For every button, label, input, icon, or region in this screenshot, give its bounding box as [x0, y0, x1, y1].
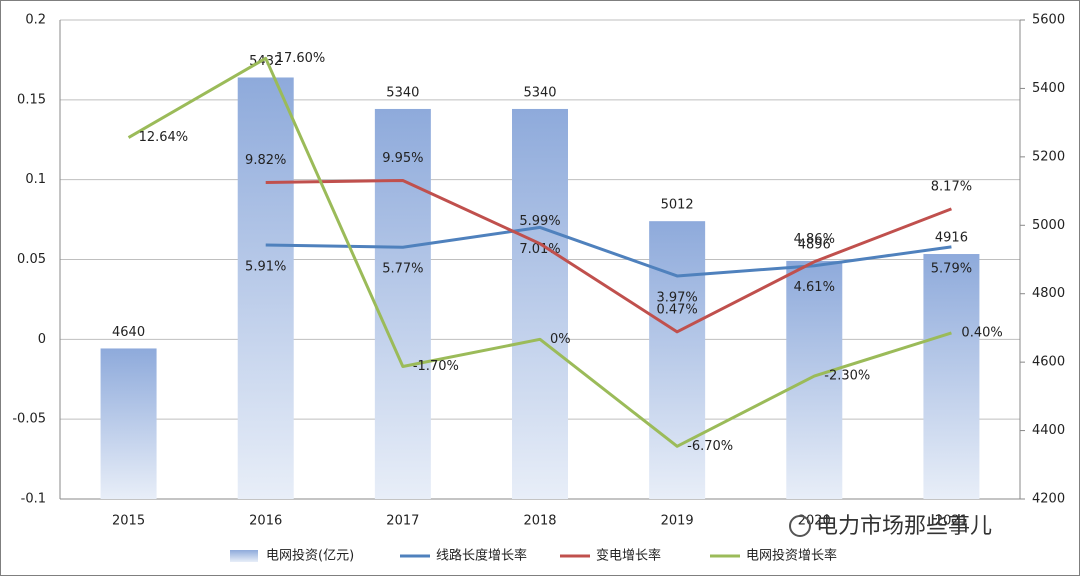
line — [265, 225, 952, 278]
value-label: 0.47% — [656, 302, 697, 317]
line — [127, 56, 952, 448]
value-label: 4640 — [112, 325, 145, 340]
value-label: 17.60% — [276, 51, 326, 66]
y-tick-label: -0.1 — [21, 492, 46, 507]
value-label: -2.30% — [824, 369, 870, 384]
y-tick-label: -0.05 — [12, 412, 46, 427]
bar — [786, 260, 843, 499]
legend-label: 变电增长率 — [596, 548, 661, 564]
y2-tick-label: 5400 — [1032, 81, 1065, 96]
watermark: 电力市场那些事儿 — [816, 514, 992, 539]
line — [265, 178, 952, 334]
value-label: 5.79% — [931, 261, 972, 276]
bar — [512, 108, 568, 499]
bar — [100, 348, 157, 499]
y2-tick-label: 5200 — [1032, 149, 1065, 164]
value-label: 5340 — [386, 85, 419, 100]
value-label: 5.99% — [519, 214, 560, 229]
value-label: 4.86% — [794, 232, 835, 247]
y-tick-label: 0.05 — [17, 252, 46, 267]
y2-tick-label: 4200 — [1032, 492, 1065, 507]
x-tick-label: 2015 — [112, 514, 145, 529]
value-label: 4896 — [798, 237, 831, 252]
x-tick-label: 2018 — [523, 514, 556, 529]
legend-swatch — [230, 550, 258, 562]
x-tick-label: 2017 — [386, 514, 419, 529]
value-label: 4.61% — [794, 280, 835, 295]
bar — [923, 254, 980, 499]
value-label: 5.77% — [382, 262, 423, 277]
x-tick-label: 2016 — [249, 514, 282, 529]
y2-tick-label: 4600 — [1032, 355, 1065, 370]
value-label: 3.97% — [656, 290, 697, 305]
value-label: 5.91% — [245, 259, 286, 274]
value-label: 0.40% — [961, 325, 1002, 340]
bar — [237, 77, 294, 499]
legend-label: 电网投资增长率 — [746, 548, 837, 564]
value-label: -1.70% — [413, 359, 459, 374]
x-tick-label: 2019 — [661, 514, 694, 529]
y-tick-label: 0.2 — [25, 13, 46, 28]
value-label: 4916 — [935, 231, 968, 246]
value-label: 0% — [550, 332, 571, 347]
x-tick-label: 2021 — [935, 514, 968, 529]
y2-tick-label: 5600 — [1032, 13, 1065, 28]
y-tick-label: 0.15 — [17, 92, 46, 107]
bar — [374, 108, 431, 499]
value-label: -6.70% — [687, 439, 733, 454]
legend-label: 电网投资(亿元) — [266, 548, 354, 564]
value-label: 5340 — [523, 85, 556, 100]
y2-tick-label: 5000 — [1032, 218, 1065, 233]
y-tick-label: 0 — [38, 332, 46, 347]
value-label: 8.17% — [931, 179, 972, 194]
value-label: 9.82% — [245, 153, 286, 168]
value-label: 12.64% — [139, 130, 189, 145]
bar — [649, 221, 706, 499]
value-label: 7.01% — [519, 242, 560, 257]
legend-label: 线路长度增长率 — [436, 548, 527, 564]
watermark-icon — [789, 515, 811, 537]
y2-tick-label: 4400 — [1032, 423, 1065, 438]
value-label: 9.95% — [382, 151, 423, 166]
value-label: 5012 — [661, 198, 694, 213]
y-tick-label: 0.1 — [25, 172, 46, 187]
y2-tick-label: 4800 — [1032, 286, 1065, 301]
